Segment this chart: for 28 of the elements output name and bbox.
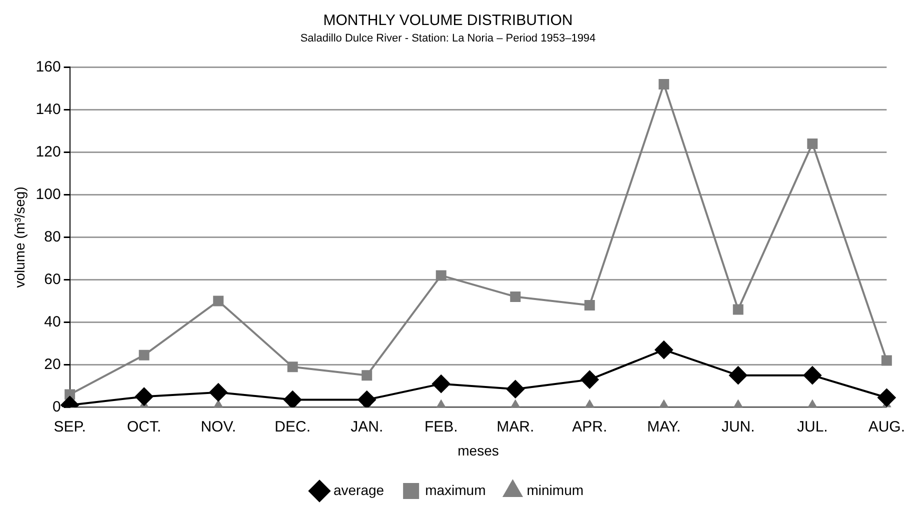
legend-label: minimum — [526, 482, 584, 498]
x-axis-title: meses — [458, 442, 499, 458]
x-tick-label: JUN. — [721, 418, 755, 436]
y-tick-label: 0 — [52, 398, 61, 416]
y-tick-label: 140 — [36, 100, 61, 118]
x-tick-label: NOV. — [200, 418, 236, 436]
y-tick-label: 40 — [44, 313, 61, 330]
legend-label: maximum — [425, 482, 486, 498]
y-tick-label: 120 — [36, 143, 61, 160]
chart-subtitle: Saladillo Dulce River - Station: La Noria – Period 1953–1994 — [300, 32, 596, 45]
y-tick-label: 100 — [36, 186, 61, 203]
x-tick-label: APR. — [572, 418, 608, 436]
x-tick-label: MAR. — [496, 418, 534, 436]
chart-title: MONTHLY VOLUME DISTRIBUTION — [323, 12, 573, 30]
x-tick-label: DEC. — [274, 418, 311, 436]
x-tick-label: SEP. — [54, 418, 86, 436]
x-tick-label: JUL. — [796, 418, 828, 436]
x-tick-label: JAN. — [350, 418, 384, 436]
x-tick-label: FEB. — [424, 418, 458, 436]
y-tick-label: 80 — [44, 228, 61, 246]
x-tick-label: MAY. — [647, 418, 681, 436]
x-tick-label: OCT. — [127, 418, 162, 436]
y-tick-label: 20 — [44, 356, 61, 373]
legend-label: average — [333, 482, 384, 498]
y-tick-label: 160 — [36, 58, 61, 76]
x-tick-label: AUG. — [868, 418, 906, 436]
y-tick-label: 60 — [44, 270, 61, 288]
y-axis-title: volume (m³/seg) — [11, 186, 28, 288]
